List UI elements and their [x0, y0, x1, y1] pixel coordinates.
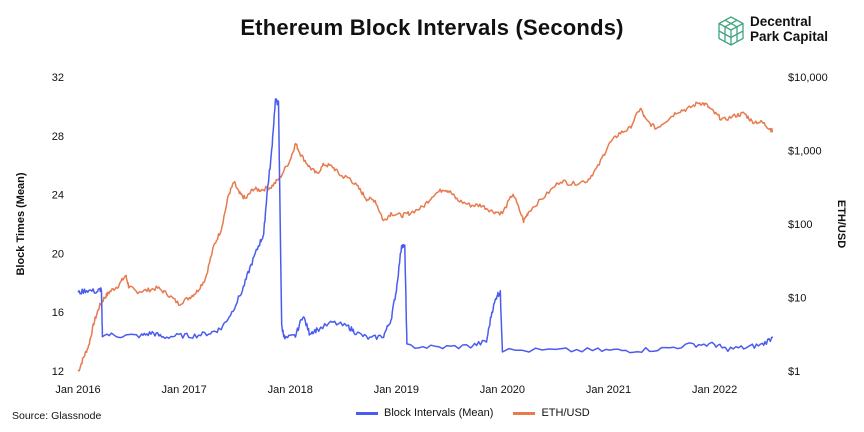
left-tick-label-32: 32 — [52, 72, 64, 84]
x-tick-label: Jan 2019 — [374, 384, 419, 396]
left-tick-label-28: 28 — [52, 131, 64, 143]
legend-item-block-intervals: Block Intervals (Mean) — [356, 407, 493, 419]
right-axis-title: ETH/USD — [835, 200, 847, 248]
legend-label-eth-usd: ETH/USD — [541, 407, 590, 419]
legend-item-eth-usd: ETH/USD — [513, 407, 590, 419]
x-tick-label: Jan 2022 — [692, 384, 737, 396]
brand-line-1: Decentral — [750, 14, 812, 29]
right-tick-label: $10,000 — [788, 72, 828, 84]
legend-swatch-block-intervals — [356, 411, 378, 415]
legend-label-block-intervals: Block Intervals (Mean) — [384, 407, 494, 419]
cube-logo-icon — [718, 16, 744, 46]
x-tick-label: Jan 2021 — [586, 384, 631, 396]
right-tick-label: $1,000 — [788, 146, 822, 158]
series-line-block-intervals — [77, 98, 774, 354]
left-tick-label-20: 20 — [52, 248, 64, 260]
plot-area: 12 16 20 24 28 32 $1 $10 $100 $1,000 $10,000 Jan 20… — [15, 72, 847, 396]
source-note: Source: Glassnode — [12, 410, 102, 422]
page-title: Ethereum Block Intervals (Seconds) — [240, 15, 624, 40]
x-tick-label: Jan 2020 — [480, 384, 525, 396]
left-tick-label-12: 12 — [52, 366, 64, 378]
right-tick-label: $100 — [788, 219, 812, 231]
right-tick-label: $1 — [788, 366, 800, 378]
brand-line-2: Park Capital — [750, 29, 829, 44]
chart-legend: Block Intervals (Mean) ETH/USD — [356, 407, 610, 419]
right-tick-label: $10 — [788, 293, 806, 305]
x-tick-label: Jan 2017 — [161, 384, 206, 396]
legend-swatch-eth-usd — [513, 411, 536, 415]
left-tick-label-24: 24 — [52, 190, 64, 202]
series-line-eth-usd — [77, 101, 774, 372]
brand-logo: Decentral Park Capital — [718, 14, 858, 54]
left-tick-label-16: 16 — [52, 307, 64, 319]
left-axis-title: Block Times (Mean) — [15, 172, 27, 275]
x-tick-label: Jan 2016 — [55, 384, 100, 396]
x-tick-label: Jan 2018 — [268, 384, 313, 396]
